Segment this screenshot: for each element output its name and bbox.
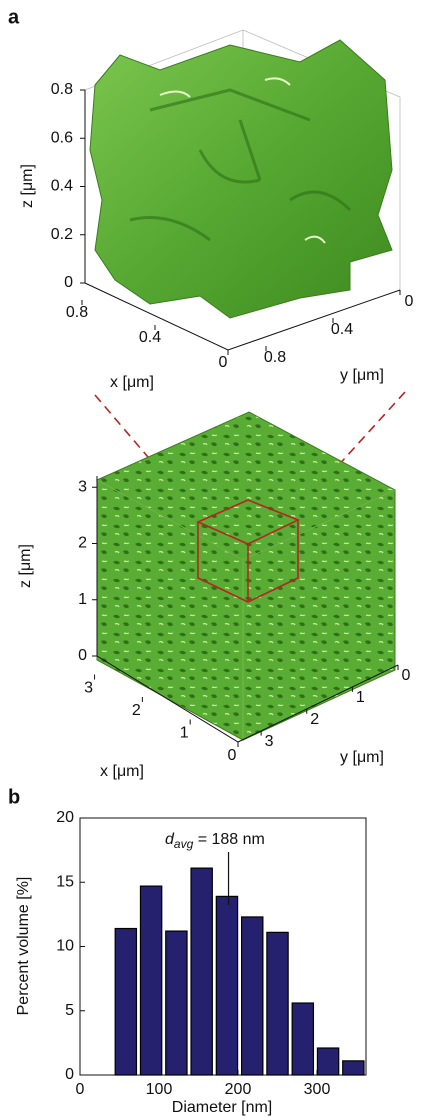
x-tick-label: 0.4: [139, 329, 161, 346]
y-tick-label: 0.4: [331, 321, 353, 338]
bar: [115, 929, 136, 1075]
bar: [242, 917, 263, 1075]
surface: [90, 40, 392, 318]
x-axis-label: x [μm]: [100, 763, 144, 780]
bar: [343, 1061, 364, 1075]
bar: [317, 1048, 338, 1075]
x-tick-label: 0: [228, 747, 237, 764]
z-tick-label: 0.4: [51, 178, 73, 195]
y-tick-label: 0: [65, 1066, 74, 1083]
y-tick-label: 5: [65, 1002, 74, 1019]
bar: [166, 931, 187, 1075]
y-tick-label: 1: [356, 689, 365, 706]
z-axis-label: z [μm]: [19, 164, 36, 208]
z-tick-label: 0: [78, 647, 87, 664]
x-tick-label: 2: [132, 702, 141, 719]
z-axis-label: z [μm]: [17, 544, 34, 588]
y-tick-label: 0.8: [264, 349, 286, 366]
annotation-text: = 188 nm: [193, 831, 265, 848]
x-tick-label: 300: [304, 1081, 331, 1098]
x-tick-label: 200: [225, 1081, 252, 1098]
z-tick-label: 2: [78, 535, 87, 552]
panel-label: a: [8, 6, 20, 28]
y-tick-label: 3: [265, 733, 274, 750]
y-axis-label: Percent volume [%]: [15, 877, 32, 1016]
x-tick-label: 0.8: [66, 304, 88, 321]
figure: a x [μm] y [μm] z [μm] x [μm] y [μm] z […: [0, 0, 425, 1117]
z-tick-label: 3: [78, 478, 87, 495]
panel-label: b: [8, 786, 20, 808]
x-tick-label: 0: [76, 1081, 85, 1098]
y-tick-label: 10: [56, 938, 74, 955]
y-tick-label: 20: [56, 809, 74, 826]
y-axis-label: y [μm]: [340, 749, 384, 766]
x-tick-label: 0: [219, 354, 228, 371]
x-tick-label: 100: [146, 1081, 173, 1098]
x-tick-label: 3: [84, 680, 93, 697]
bar: [267, 932, 288, 1075]
annotation-subscript: avg: [174, 837, 194, 851]
x-tick-label: 1: [180, 725, 189, 742]
z-tick-label: 0: [64, 274, 73, 291]
y-tick-label: 0: [402, 667, 411, 684]
x-axis-label: Diameter [nm]: [172, 1099, 272, 1116]
y-tick-label: 15: [56, 873, 74, 890]
bar: [191, 868, 212, 1075]
annotation: davg = 188 nm: [165, 831, 265, 851]
z-tick-label: 1: [78, 591, 87, 608]
z-tick-label: 0.6: [51, 129, 73, 146]
y-tick-label: 0: [405, 293, 414, 310]
y-axis-label: y [μm]: [340, 367, 384, 384]
y-tick-label: 2: [310, 711, 319, 728]
z-tick-label: 0.2: [51, 226, 73, 243]
x-axis-label: x [μm]: [110, 374, 154, 391]
bar: [292, 1003, 313, 1075]
z-tick-label: 0.8: [51, 81, 73, 98]
bar: [216, 896, 237, 1075]
bar: [140, 886, 161, 1075]
